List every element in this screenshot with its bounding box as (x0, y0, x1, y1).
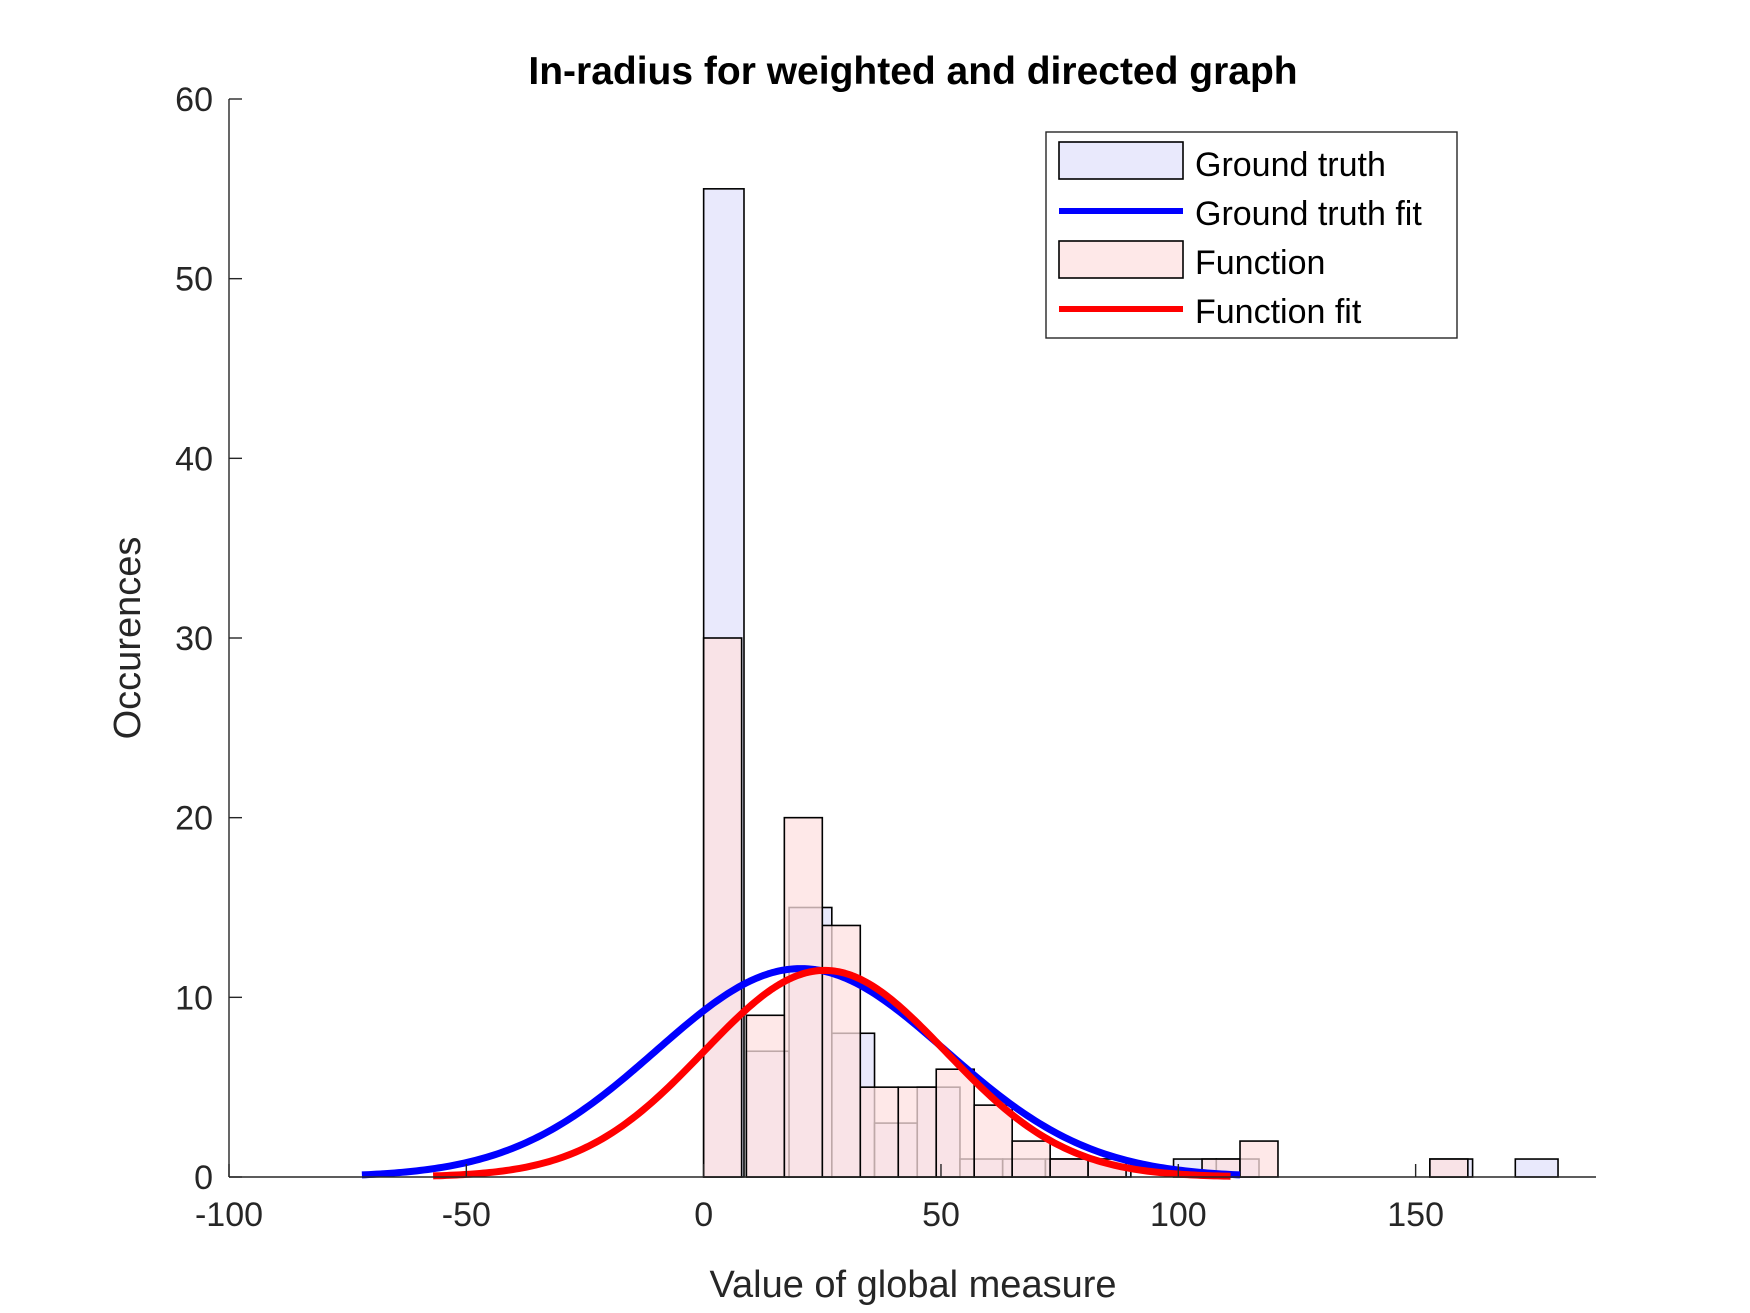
bar-function-4 (859, 1086, 900, 1178)
legend-label-ground-truth-fit: Ground truth fit (1195, 195, 1422, 233)
bar-function-3 (821, 924, 862, 1178)
x-tick-label-1: -50 (442, 1196, 491, 1234)
bar-function-0 (702, 637, 743, 1178)
bar-function-7 (973, 1104, 1013, 1178)
fit-line-function-fit (432, 966, 1231, 1180)
legend-label-function: Function (1195, 244, 1325, 282)
legend-label-ground-truth: Ground truth (1195, 146, 1386, 184)
chart-title: In-radius for weighted and directed grap… (528, 50, 1297, 93)
x-tick-label-4: 100 (1150, 1196, 1207, 1234)
y-tick-label-3: 30 (175, 620, 213, 658)
legend: Ground truth Ground truth fit Function F… (1045, 131, 1458, 339)
legend-swatch-function (1058, 240, 1184, 279)
y-tick-label-1: 10 (175, 979, 213, 1017)
legend-swatch-ground-truth (1058, 141, 1184, 180)
bar-function-9 (1049, 1158, 1089, 1178)
bar-function-6 (935, 1068, 976, 1178)
legend-label-function-fit: Function fit (1195, 293, 1362, 331)
bar-function-1 (745, 1014, 786, 1178)
y-axis-label: Occurences (107, 537, 149, 740)
x-tick-label-5: 150 (1387, 1196, 1444, 1234)
x-tick-label-3: 50 (922, 1196, 960, 1234)
fit-line-ground-truth-fit (361, 965, 1241, 1179)
y-tick-label-5: 50 (175, 261, 213, 299)
bar-function-5 (897, 1086, 938, 1178)
fit-lines-layer (361, 965, 1241, 1180)
bars-layer (702, 188, 1559, 1178)
x-tick-label-2: 0 (694, 1196, 713, 1234)
y-tick-label-4: 40 (175, 440, 213, 478)
bar-ground-truth-13 (1514, 1158, 1559, 1178)
ticks-layer: -100 -50 0 50 100 150 0 10 20 30 40 50 60 (175, 81, 1444, 1234)
bar-function-8 (1011, 1140, 1051, 1178)
y-tick-label-6: 60 (175, 81, 213, 119)
y-tick-label-0: 0 (194, 1159, 213, 1197)
bar-function-2 (783, 816, 824, 1178)
bar-function-12 (1239, 1140, 1279, 1178)
x-axis-label: Value of global measure (710, 1264, 1117, 1306)
y-tick-label-2: 20 (175, 800, 213, 838)
bar-function-13 (1429, 1158, 1469, 1178)
x-tick-label-0: -100 (195, 1196, 263, 1234)
